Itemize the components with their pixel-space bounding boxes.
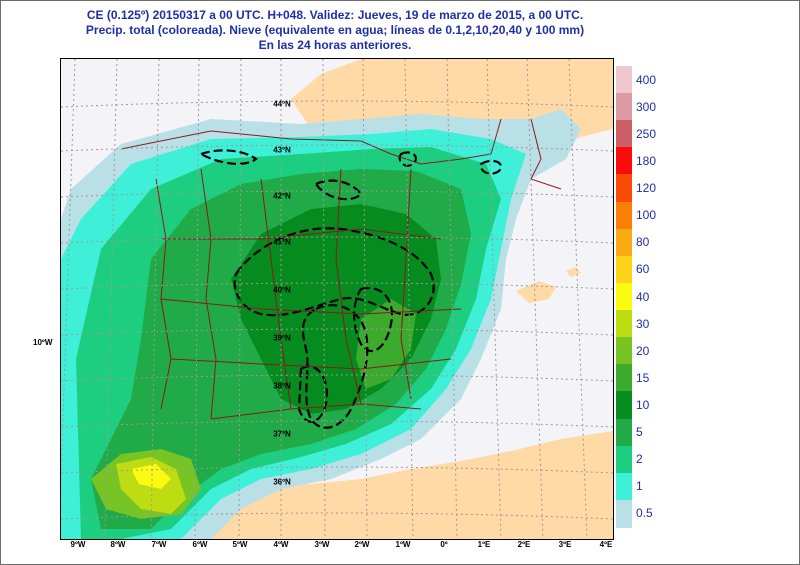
legend-swatch <box>616 472 632 501</box>
snow-contours <box>198 149 502 429</box>
lon-label-8w: 8ºW <box>110 540 126 549</box>
legend-label: 60 <box>636 262 650 277</box>
legend-label: 180 <box>636 153 657 168</box>
lon-label-0: 0º <box>440 540 448 549</box>
lon-label-9w: 9ºW <box>70 540 86 549</box>
lon-label-3w: 3ºW <box>314 540 330 549</box>
precipitation-map <box>60 58 614 540</box>
lat-label-40n: 40ºN <box>273 285 291 295</box>
legend-swatch <box>616 201 632 230</box>
lat-label-44n: 44ºN <box>273 99 291 109</box>
legend-swatch <box>616 499 632 528</box>
map-title: CE (0.125º) 20150317 a 00 UTC. H+048. Va… <box>40 8 630 53</box>
legend-swatch <box>616 174 632 203</box>
lon-label-3e: 3ºE <box>558 540 572 549</box>
legend-label: 5 <box>636 425 643 440</box>
legend-label: 30 <box>636 316 650 331</box>
lat-label-43n: 43ºN <box>273 145 291 155</box>
lon-label-1w: 1ºW <box>395 540 411 549</box>
title-line-2: Precip. total (coloreada). Nieve (equiva… <box>85 23 585 37</box>
title-line-1: CE (0.125º) 20150317 a 00 UTC. H+048. Va… <box>86 8 584 22</box>
lon-label-4w: 4ºW <box>273 540 289 549</box>
borders <box>120 118 562 420</box>
legend-label: 100 <box>636 208 657 223</box>
legend-swatch <box>616 120 632 149</box>
lat-label-42n: 42ºN <box>273 191 291 201</box>
legend-label: 1 <box>636 479 643 494</box>
side-label-10w: 10ºW <box>33 338 53 347</box>
lon-label-2e: 2ºE <box>517 540 531 549</box>
lat-label-41n: 41ºN <box>273 237 291 247</box>
legend-label: 80 <box>636 235 650 250</box>
precip-15mm <box>356 299 416 389</box>
legend-label: 2 <box>636 452 643 467</box>
legend-swatch <box>616 337 632 366</box>
map-canvas <box>61 59 613 539</box>
legend-label: 300 <box>636 99 657 114</box>
lon-label-7w: 7ºW <box>151 540 167 549</box>
legend-swatch <box>616 228 632 257</box>
lon-label-4e: 4ºE <box>599 540 613 549</box>
legend-swatch <box>616 147 632 176</box>
legend-label: 40 <box>636 289 650 304</box>
legend-label: 10 <box>636 397 650 412</box>
graticule <box>61 59 613 539</box>
legend-label: 250 <box>636 126 657 141</box>
legend-swatch <box>616 391 632 420</box>
legend-swatch <box>616 418 632 447</box>
lon-label-5w: 5ºW <box>232 540 248 549</box>
title-line-3: En las 24 horas anteriores. <box>258 38 412 52</box>
lat-label-39n: 39ºN <box>273 333 291 343</box>
legend-label: 20 <box>636 343 650 358</box>
legend-swatch <box>616 66 632 94</box>
legend-label: 120 <box>636 181 657 196</box>
legend-swatch <box>616 255 632 284</box>
legend-label: 15 <box>636 370 650 385</box>
legend-swatch <box>616 310 632 339</box>
legend-swatch <box>616 282 632 311</box>
lon-label-2w: 2ºW <box>354 540 370 549</box>
lat-label-36n: 36ºN <box>273 477 291 487</box>
lon-label-1e: 1ºE <box>477 540 491 549</box>
legend-label: 400 <box>636 72 657 87</box>
lon-label-6w: 6ºW <box>192 540 208 549</box>
precipitation-legend <box>616 66 632 528</box>
legend-label: 0.5 <box>636 506 653 521</box>
balearic-islands <box>516 267 581 303</box>
lat-label-38n: 38ºN <box>273 381 291 391</box>
legend-swatch <box>616 445 632 474</box>
legend-swatch <box>616 93 632 122</box>
legend-swatch <box>616 364 632 393</box>
lat-label-37n: 37ºN <box>273 429 291 439</box>
